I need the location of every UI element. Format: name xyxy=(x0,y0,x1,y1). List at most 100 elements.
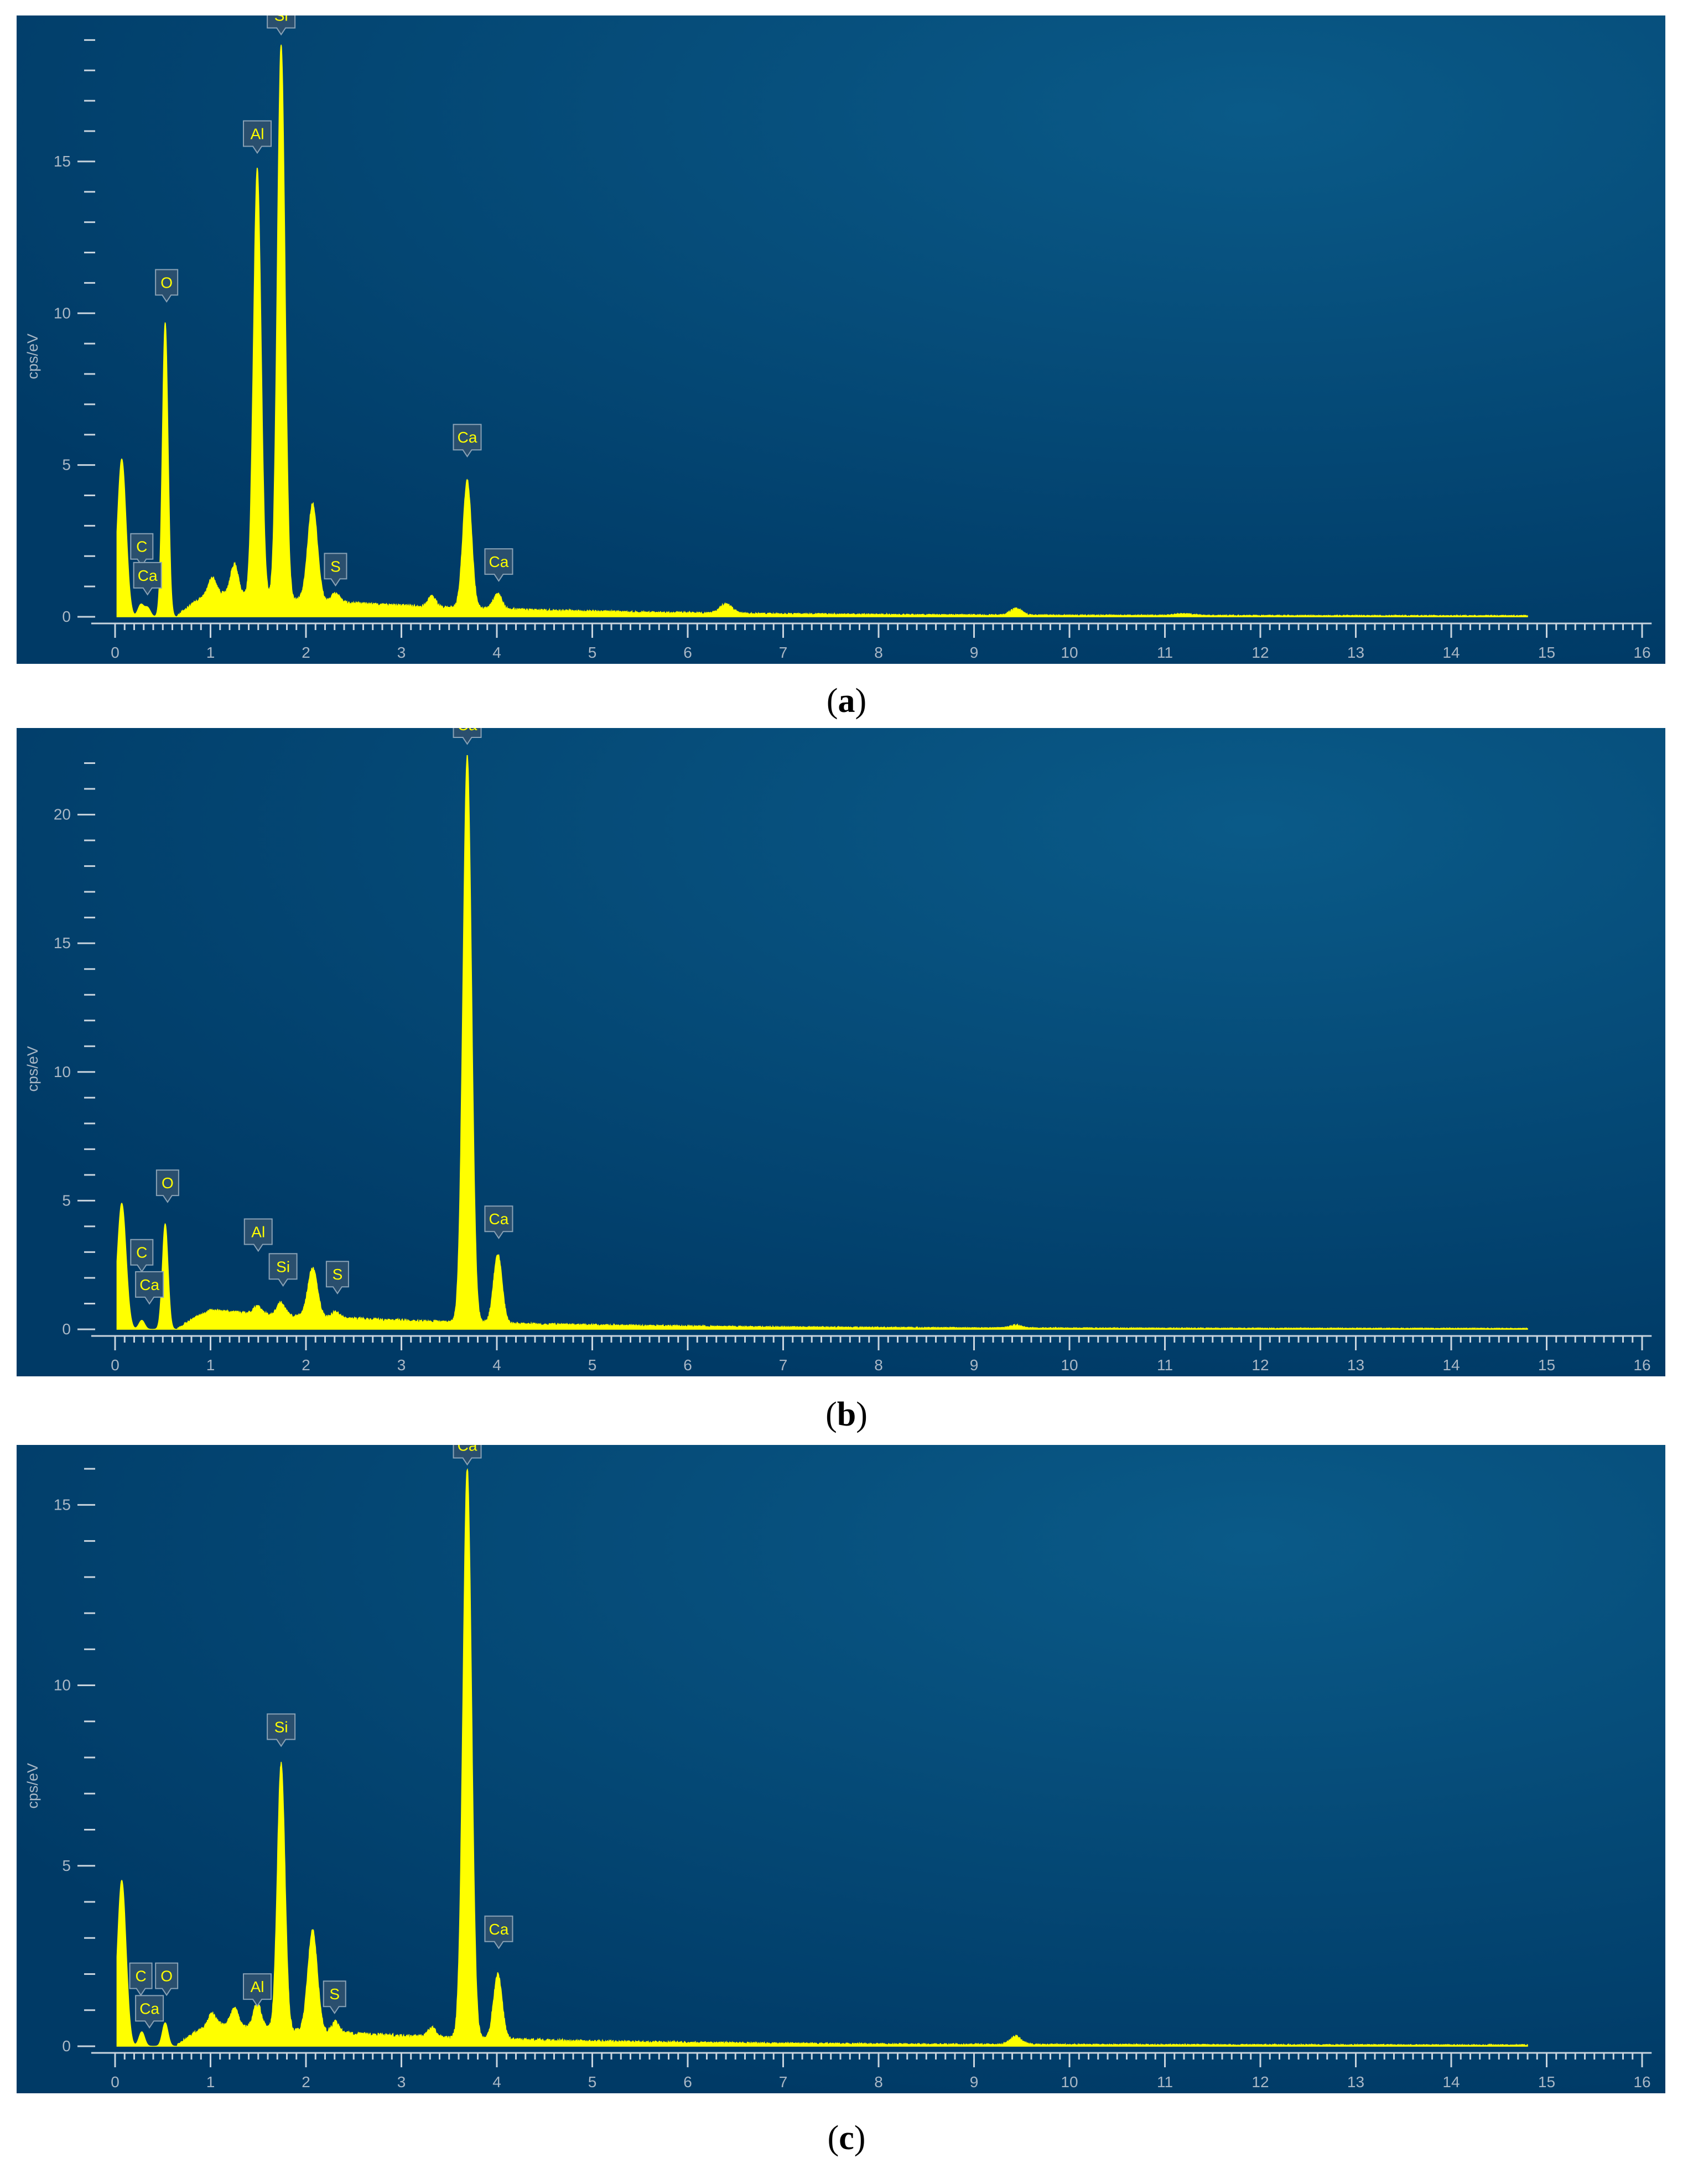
x-tick-label: 12 xyxy=(1251,2073,1269,2091)
peak-label-text: Al xyxy=(251,1223,265,1240)
peak-label-text: Si xyxy=(274,1718,288,1735)
x-tick-label: 5 xyxy=(588,2073,597,2091)
x-tick-label: 5 xyxy=(588,644,597,661)
x-tick-label: 15 xyxy=(1538,2073,1555,2091)
y-tick-label: 5 xyxy=(62,456,71,474)
caption-letter-c: c xyxy=(839,2119,854,2157)
peak-label-box xyxy=(243,120,272,154)
x-tick-label: 6 xyxy=(683,644,692,661)
peak-label-box xyxy=(453,728,482,745)
peak-label-text: C xyxy=(136,538,147,555)
x-tick-label: 12 xyxy=(1251,1356,1269,1374)
x-tick-label: 8 xyxy=(874,2073,883,2091)
peak-label-box xyxy=(453,1445,482,1466)
peak-label: Si xyxy=(267,1713,296,1748)
peak-label-text: C xyxy=(135,1968,146,1985)
x-tick-label: 7 xyxy=(779,644,788,661)
peak-label-text: S xyxy=(333,1266,343,1283)
x-tick-label: 1 xyxy=(206,1356,215,1374)
peak-label-box xyxy=(155,1962,179,1996)
y-axis-label: cps/eV xyxy=(24,334,41,379)
x-tick-label: 4 xyxy=(492,644,501,661)
x-tick-label: 3 xyxy=(397,644,406,661)
peak-label-text: Ca xyxy=(138,567,158,584)
peak-label-text: O xyxy=(160,274,173,291)
y-tick-label: 15 xyxy=(54,934,71,951)
peak-label: Ca xyxy=(453,1445,482,1466)
peak-label-text: C xyxy=(136,1244,147,1261)
y-axis-label: cps/eV xyxy=(24,1046,41,1092)
peak-label-box xyxy=(324,553,347,587)
peak-label-box xyxy=(267,1713,296,1748)
peak-label-text: Ca xyxy=(489,1210,509,1228)
x-tick-label: 11 xyxy=(1157,1356,1173,1374)
peak-label-box xyxy=(243,1973,272,2007)
x-tick-label: 0 xyxy=(111,1356,120,1374)
peak-label-text: Ca xyxy=(458,1445,477,1454)
peak-label-text: O xyxy=(160,1968,173,1985)
peak-label-text: S xyxy=(330,558,341,575)
y-axis-label: cps/eV xyxy=(24,1763,41,1809)
x-tick-label: 16 xyxy=(1633,2073,1650,2091)
peak-label-box xyxy=(484,1205,513,1240)
x-tick-label: 16 xyxy=(1633,1356,1650,1374)
spectrum-panel-a: 0 5 10 15 cps/eV 0 1 2 3 4 5 6 7 8 9 10 11 12 13 14 15 16 C Ca O… xyxy=(0,15,1693,664)
x-tick-label: 7 xyxy=(779,2073,788,2091)
x-tick-label: 4 xyxy=(492,2073,501,2091)
peak-label: Ca xyxy=(135,1271,164,1305)
peak-label-box xyxy=(129,1962,153,1996)
peak-label-text: Ca xyxy=(489,553,509,570)
peak-label: S xyxy=(324,553,347,587)
plot-background xyxy=(17,15,1665,664)
x-tick-label: 2 xyxy=(302,2073,310,2091)
peak-label-text: Ca xyxy=(489,1921,509,1938)
caption-b: (b) xyxy=(825,1396,868,1433)
peak-label: Ca xyxy=(484,548,513,582)
x-axis: 0 1 2 3 4 5 6 7 8 9 10 11 12 13 14 15 16 xyxy=(91,622,1652,661)
peak-label-box xyxy=(323,1980,346,2015)
peak-label: O xyxy=(155,1962,179,1996)
x-tick-label: 11 xyxy=(1157,644,1173,661)
y-axis: 0 5 10 15 cps/eV xyxy=(24,39,95,625)
y-tick-label: 10 xyxy=(54,1677,71,1694)
x-tick-label: 12 xyxy=(1251,644,1269,661)
x-tick-label: 14 xyxy=(1442,1356,1460,1374)
x-tick-label: 10 xyxy=(1061,2073,1078,2091)
y-tick-label: 5 xyxy=(62,1857,71,1874)
spectrum-area xyxy=(116,1468,1528,2047)
peak-label: Si xyxy=(267,15,296,36)
peak-label: S xyxy=(325,1261,349,1295)
peak-label-text: S xyxy=(329,1985,340,2003)
y-tick-label: 10 xyxy=(54,304,71,321)
peak-label-text: Si xyxy=(274,15,288,24)
y-axis: 0 5 10 15 20 cps/eV xyxy=(24,762,95,1338)
peak-label: O xyxy=(155,1169,179,1203)
peak-label: Ca xyxy=(484,1915,513,1949)
caption-c: (c) xyxy=(827,2119,866,2157)
x-tick-label: 1 xyxy=(206,644,215,661)
x-tick-label: 6 xyxy=(683,1356,692,1374)
peak-label-box xyxy=(453,424,482,458)
peak-label-text: Ca xyxy=(458,728,477,734)
x-tick-label: 10 xyxy=(1061,644,1078,661)
peak-label-box xyxy=(155,1169,179,1203)
x-axis: 0 1 2 3 4 5 6 7 8 9 10 11 12 13 14 15 16 xyxy=(91,2052,1652,2091)
x-tick-label: 9 xyxy=(970,1356,979,1374)
peak-label-box xyxy=(135,1995,164,2029)
plot-background xyxy=(17,728,1665,1376)
y-tick-label: 0 xyxy=(62,2037,71,2055)
peak-label-box xyxy=(484,1915,513,1949)
peak-label-box xyxy=(133,561,162,596)
peak-label: Al xyxy=(243,1973,272,2007)
peak-label: Al xyxy=(243,120,272,154)
peak-label-box xyxy=(484,548,513,582)
peak-label-text: Si xyxy=(276,1258,290,1275)
caption-letter-a: a xyxy=(838,682,855,720)
peak-label: Si xyxy=(268,1253,298,1287)
spectrum-area xyxy=(116,755,1528,1330)
x-axis: 0 1 2 3 4 5 6 7 8 9 10 11 12 13 14 15 16 xyxy=(91,1335,1652,1374)
peak-label: S xyxy=(323,1980,346,2015)
